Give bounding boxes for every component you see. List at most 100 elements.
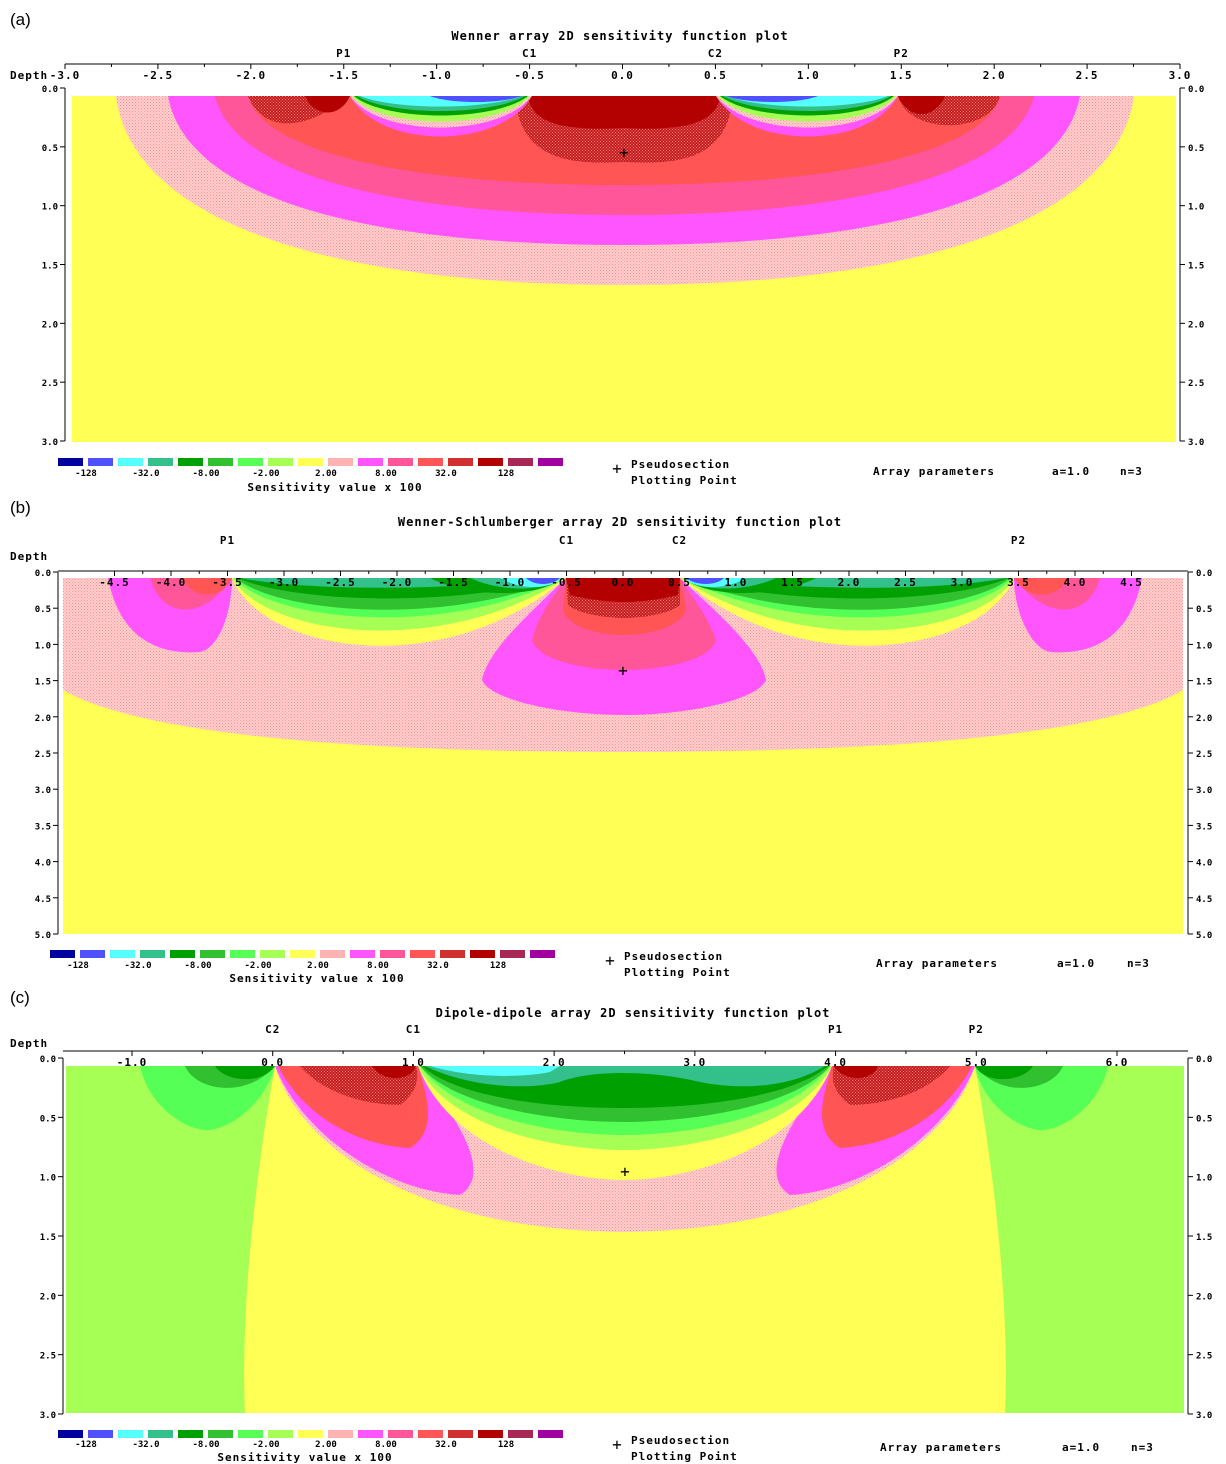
x-tick-label: -3.5 (212, 576, 243, 589)
legend-tick-label: 2.00 (315, 1440, 337, 1450)
x-tick-label: -1.0 (495, 576, 526, 589)
legend-title: Sensitivity value x 100 (217, 1451, 392, 1464)
electrode-label: C1 (406, 1023, 421, 1036)
panel-label-c: (c) (10, 988, 30, 1007)
legend-swatch (448, 458, 473, 466)
y-tick-label-right: 1.0 (1196, 641, 1212, 651)
legend-swatch (58, 1430, 83, 1438)
y-tick-label-right: 1.5 (1196, 678, 1212, 688)
legend-tick-label: 2.00 (307, 961, 329, 971)
legend-swatch (500, 950, 525, 958)
y-tick-label-left: 1.5 (35, 678, 51, 688)
legend-swatch (418, 1430, 443, 1438)
axes-b: Depth -4.5 -4.0 -3.5 -3.0 -2.5 -2.0 -1.5 -1.0 -0.… (10, 534, 1212, 941)
legend-swatch (478, 1430, 503, 1438)
legend-tick-label: -8.00 (184, 961, 211, 971)
legend-swatch (178, 1430, 203, 1438)
x-tick-label: 1.5 (781, 576, 804, 589)
legend-swatch (238, 1430, 263, 1438)
legend-swatch (148, 1430, 173, 1438)
legend-tick-label: 128 (498, 1440, 514, 1450)
electrode-label: C2 (708, 47, 723, 60)
legend-swatch (208, 1430, 233, 1438)
y-tick-label-right: 3.5 (1196, 822, 1212, 832)
panel-b: (b) Wenner-Schlumberger array 2D sensiti… (10, 498, 1212, 941)
x-tick-label: 3.5 (1007, 576, 1030, 589)
x-tick-label: -2.0 (236, 69, 267, 82)
legend-swatch (410, 950, 435, 958)
legend-tick-label: -2.00 (244, 961, 271, 971)
plotting-point-label: Plotting Point (631, 474, 738, 487)
electrode-label: P1 (336, 47, 351, 60)
y-tick-label-left: 5.0 (35, 931, 51, 941)
y-tick-label-left: 0.0 (42, 85, 58, 95)
y-tick-label-right: 3.0 (1196, 1411, 1212, 1421)
x-tick-label: 2.0 (983, 69, 1006, 82)
y-tick-label-right: 1.5 (1196, 1233, 1212, 1243)
legend-tick-label: 128 (498, 469, 514, 479)
y-tick-label-left: 0.5 (35, 605, 51, 615)
panel-label-a: (a) (10, 10, 31, 29)
legend-swatch (50, 950, 75, 958)
y-tick-label-left: 3.0 (35, 786, 51, 796)
legend-swatch (268, 1430, 293, 1438)
x-tick-label: -1.0 (117, 1056, 148, 1069)
plotting-point-c: + (620, 1162, 630, 1181)
sensitivity-map-b (63, 578, 1183, 934)
y-tick-label-right: 5.0 (1196, 931, 1212, 941)
pseudosection-plus-icon: + (605, 951, 615, 970)
y-tick-label-right: 1.5 (1188, 262, 1204, 272)
plotting-point-label: Plotting Point (624, 966, 731, 979)
legend-tick-label: -2.00 (252, 1440, 279, 1450)
x-tick-label: 2.0 (543, 1056, 566, 1069)
array-parameter-n: n=3 (1120, 465, 1143, 478)
legend-swatch (328, 1430, 353, 1438)
plotting-point-a: + (619, 143, 629, 162)
x-tick-label: -1.5 (438, 576, 469, 589)
x-tick-label: -2.5 (325, 576, 356, 589)
legend-tick-label: 128 (490, 961, 506, 971)
y-tick-label-left: 2.5 (35, 750, 51, 760)
x-tick-label: 4.0 (1064, 576, 1087, 589)
legend-swatch (478, 458, 503, 466)
y-tick-label-right: 2.5 (1196, 750, 1212, 760)
x-tick-label: -0.5 (551, 576, 582, 589)
legend-title: Sensitivity value x 100 (229, 972, 404, 985)
x-tick-label: 0.5 (668, 576, 691, 589)
legend-swatch (88, 1430, 113, 1438)
legend-swatch (470, 950, 495, 958)
legend-tick-label: -128 (75, 469, 97, 479)
legend-tick-label: 2.00 (315, 469, 337, 479)
legend-tick-label: -2.00 (252, 469, 279, 479)
x-tick-label: 0.0 (611, 69, 634, 82)
legend-tick-label: -32.0 (124, 961, 151, 971)
y-tick-label-right: 0.5 (1196, 605, 1212, 615)
legend-swatch (358, 1430, 383, 1438)
legend-swatch (508, 1430, 533, 1438)
sensitivity-map-c (66, 1066, 1184, 1413)
legend-swatch (178, 458, 203, 466)
y-tick-label-right: 1.0 (1188, 203, 1204, 213)
legend-swatch (440, 950, 465, 958)
chart-title-b: Wenner-Schlumberger array 2D sensitivity… (398, 515, 842, 529)
y-tick-label-right: 3.0 (1188, 438, 1204, 448)
legend-swatch (298, 458, 323, 466)
array-parameter-a: a=1.0 (1062, 1441, 1100, 1454)
array-parameter-a: a=1.0 (1057, 957, 1095, 970)
x-tick-label: -4.0 (156, 576, 187, 589)
y-tick-label-left: 2.0 (42, 320, 58, 330)
x-tick-label: 3.0 (1169, 69, 1192, 82)
x-tick-label: -2.0 (382, 576, 413, 589)
electrode-label: P2 (969, 1023, 984, 1036)
electrode-label: P2 (894, 47, 909, 60)
legend-swatch (230, 950, 255, 958)
sensitivity-map-a (72, 96, 1176, 442)
legend-swatch (260, 950, 285, 958)
axes-a: Depth -3.0 -2.5 -2.0 -1.5 -1.0 -0.5 0.0 0.5 1.0 1.… (10, 47, 1204, 448)
legend-tick-label: 8.00 (367, 961, 389, 971)
electrode-label: C1 (522, 47, 537, 60)
legend-swatch (200, 950, 225, 958)
legend-b: -128 -32.0 -8.00 -2.00 2.00 8.00 32.0 128 Sensit… (50, 950, 1149, 985)
legend-swatch (388, 458, 413, 466)
